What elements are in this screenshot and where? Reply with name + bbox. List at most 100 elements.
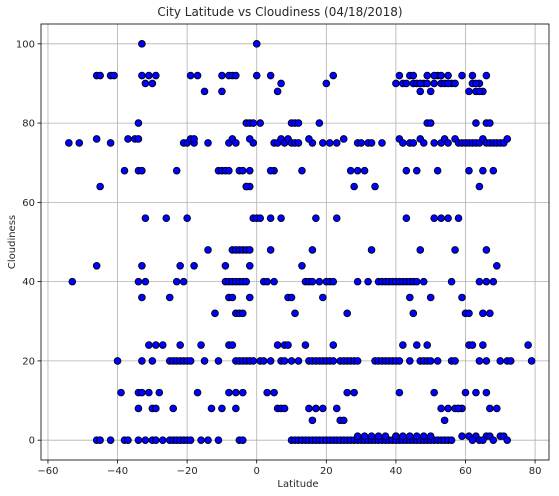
data-point [242,182,251,191]
data-point [186,357,195,365]
data-point [138,293,146,302]
data-point [409,309,418,318]
data-point [141,214,150,223]
data-point [106,436,115,444]
data-point [371,182,379,191]
data-point [113,357,122,365]
data-point [468,436,477,444]
data-point [496,357,505,365]
data-point [117,388,125,397]
data-point [444,404,452,413]
data-point [437,214,445,223]
y-tick-label: 40 [22,277,35,288]
data-point [409,71,418,80]
data-point [472,388,480,397]
data-point [141,436,150,444]
data-point [506,357,515,365]
data-point [353,357,362,365]
data-point [256,119,265,127]
data-point [329,357,338,365]
data-point [447,436,456,444]
data-point [65,139,73,147]
data-point [145,341,153,349]
data-point [124,436,132,444]
data-point [134,277,143,286]
data-point [461,388,470,397]
data-point [200,357,209,365]
data-point [437,404,445,413]
data-point [486,119,494,127]
chart-title: City Latitude vs Cloudiness (04/18/2018) [157,5,402,19]
data-point [332,139,341,147]
data-point [465,309,473,318]
y-tick-label: 60 [22,198,35,209]
data-point [458,432,466,441]
data-point [444,214,452,223]
data-point [367,432,376,441]
data-point [141,277,150,286]
data-point [294,119,303,127]
data-point [479,341,487,349]
data-point [110,71,118,80]
data-point [458,71,466,80]
data-point [447,277,456,286]
data-point [134,135,143,143]
data-point [399,341,407,349]
data-point [287,357,296,365]
data-point [252,71,261,80]
data-point [493,261,501,270]
data-point [138,388,146,397]
data-point [252,40,261,48]
data-point [360,432,369,441]
data-point [468,71,477,80]
plot-area [41,24,549,460]
data-point [353,432,362,441]
data-point [138,71,146,80]
data-point [138,357,146,365]
data-point [482,357,491,365]
data-point [319,293,327,302]
data-point [475,87,484,96]
data-point [527,357,536,365]
data-point [399,432,407,441]
data-point [402,214,411,223]
data-point [482,388,491,397]
data-point [197,436,205,444]
data-point [245,135,254,143]
data-point [426,293,435,302]
data-point [319,404,327,413]
data-point [416,87,425,96]
data-point [423,341,432,349]
data-point [482,277,491,286]
data-point [392,79,400,88]
x-tick-label: 20 [320,466,333,477]
data-point [172,166,181,175]
data-point [412,432,421,441]
data-point [152,71,160,80]
data-point [273,341,282,349]
data-point [245,166,254,175]
data-point [266,357,275,365]
y-axis-ticks: 0 20 40 60 80 100 [16,39,41,447]
data-point [176,341,184,349]
data-point [412,166,421,175]
data-point [152,341,160,349]
data-point [249,119,258,127]
data-point [305,404,313,413]
data-point [426,357,435,365]
data-point [364,277,372,286]
data-point [138,261,146,270]
data-point [280,404,289,413]
data-point [228,293,237,302]
x-tick-label: 80 [529,466,542,477]
data-point [374,432,383,441]
data-point [158,436,167,444]
data-point [430,79,438,88]
data-point [329,71,338,80]
data-point [225,166,233,175]
data-point [301,341,310,349]
x-tick-label: −60 [37,466,58,477]
y-tick-label: 100 [16,39,35,50]
data-point [419,432,428,441]
